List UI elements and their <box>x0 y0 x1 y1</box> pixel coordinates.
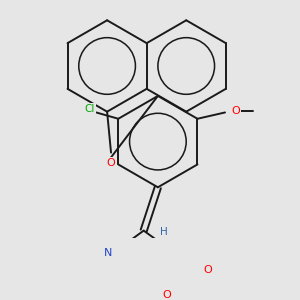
Text: O: O <box>162 290 171 300</box>
Text: O: O <box>232 106 240 116</box>
Text: N: N <box>104 248 112 258</box>
Text: O: O <box>204 265 212 275</box>
Text: H: H <box>160 227 167 237</box>
Text: Cl: Cl <box>85 103 95 113</box>
Text: O: O <box>107 158 116 168</box>
